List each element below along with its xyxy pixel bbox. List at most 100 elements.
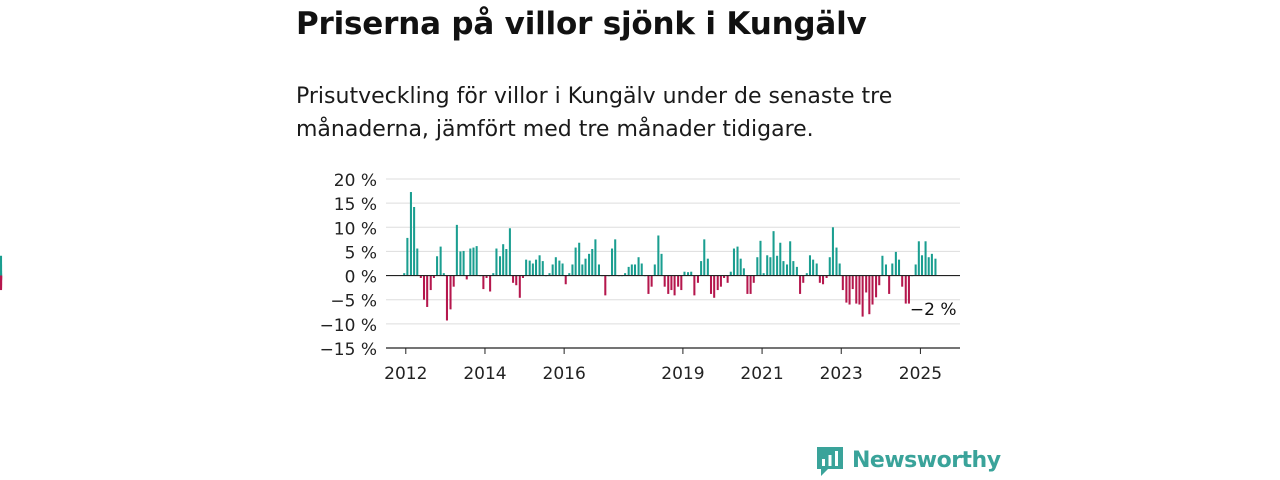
bar (782, 261, 785, 276)
bar (776, 255, 779, 276)
bar (792, 261, 795, 276)
bar (732, 248, 735, 276)
bar (452, 275, 455, 287)
bar (657, 235, 660, 276)
bar (462, 250, 465, 276)
bar (650, 275, 653, 287)
bar (409, 192, 412, 276)
bar (561, 263, 564, 276)
bar (822, 275, 825, 285)
bar (558, 260, 561, 276)
bar (861, 275, 864, 317)
bar (835, 247, 838, 276)
bar (416, 248, 419, 276)
bar (498, 256, 502, 276)
bar (706, 258, 709, 276)
logo-text: Newsworthy (852, 448, 1001, 473)
x-tick-label: 2025 (899, 364, 942, 384)
bar (802, 275, 805, 283)
bar (904, 275, 907, 304)
bar (670, 275, 673, 291)
bar (924, 241, 927, 276)
bar (865, 275, 868, 293)
bar (871, 275, 874, 305)
bar (769, 257, 772, 276)
bar (746, 275, 749, 294)
bar (875, 275, 878, 298)
bar (518, 275, 521, 298)
bar (422, 275, 426, 300)
bar (726, 275, 729, 283)
bar (693, 275, 696, 296)
bar (475, 246, 478, 276)
bar (436, 256, 439, 276)
bar (564, 275, 567, 285)
y-tick-label: 5 % (345, 243, 377, 263)
bar (535, 259, 538, 276)
bar (551, 264, 554, 276)
bar (445, 275, 448, 321)
bar (594, 239, 597, 276)
bar (838, 263, 841, 276)
bar (465, 275, 468, 280)
chart-title: Priserna på villor sjönk i Kungälv (296, 6, 867, 42)
y-tick-label: 20 % (334, 171, 377, 191)
x-tick-label: 2019 (661, 364, 704, 384)
bar (723, 275, 726, 278)
bar (442, 273, 445, 276)
bar (604, 275, 607, 296)
bar (742, 268, 745, 276)
bar (449, 275, 452, 310)
bar (805, 273, 808, 276)
bar (677, 275, 680, 287)
y-tick-label: −5 % (330, 292, 377, 312)
bar-chart-speech-bubble-icon (817, 447, 843, 476)
bar (640, 263, 643, 276)
bar (578, 242, 581, 276)
bar (459, 251, 462, 276)
bar (502, 244, 505, 276)
bar (766, 255, 769, 276)
bar (927, 257, 930, 276)
bar (0, 264, 3, 276)
chart-subtitle: Prisutveckling för villor i Kungälv unde… (296, 84, 893, 142)
bar (637, 257, 640, 276)
bar (690, 271, 693, 276)
bar (521, 275, 524, 278)
bar (703, 239, 706, 276)
bar (729, 271, 732, 276)
bar (700, 261, 703, 276)
bar (894, 251, 897, 276)
bar (772, 231, 775, 276)
bar (528, 260, 531, 276)
y-tick-label: 10 % (334, 219, 377, 239)
bar (633, 264, 637, 276)
bar (884, 264, 887, 276)
bar (472, 247, 475, 276)
bar (482, 275, 485, 290)
bar (855, 275, 858, 304)
bar (868, 275, 871, 315)
bar (815, 263, 818, 276)
bar (891, 263, 894, 276)
bar (789, 241, 792, 276)
bar (818, 275, 821, 283)
bar (920, 255, 924, 276)
bar (419, 275, 422, 278)
bar (630, 264, 633, 276)
bar (914, 264, 917, 276)
bar (591, 249, 594, 276)
bar (554, 257, 557, 276)
x-tick-label: 2014 (463, 364, 506, 384)
bar (851, 275, 854, 290)
bar (759, 240, 762, 276)
bar (495, 248, 498, 276)
bar (624, 273, 627, 276)
bar (808, 255, 811, 276)
bar (574, 247, 577, 276)
bar (492, 273, 495, 276)
newsworthy-logo: Newsworthy (815, 445, 1001, 477)
x-tick-label: 2021 (740, 364, 783, 384)
bar (696, 275, 699, 283)
bar (455, 224, 458, 276)
